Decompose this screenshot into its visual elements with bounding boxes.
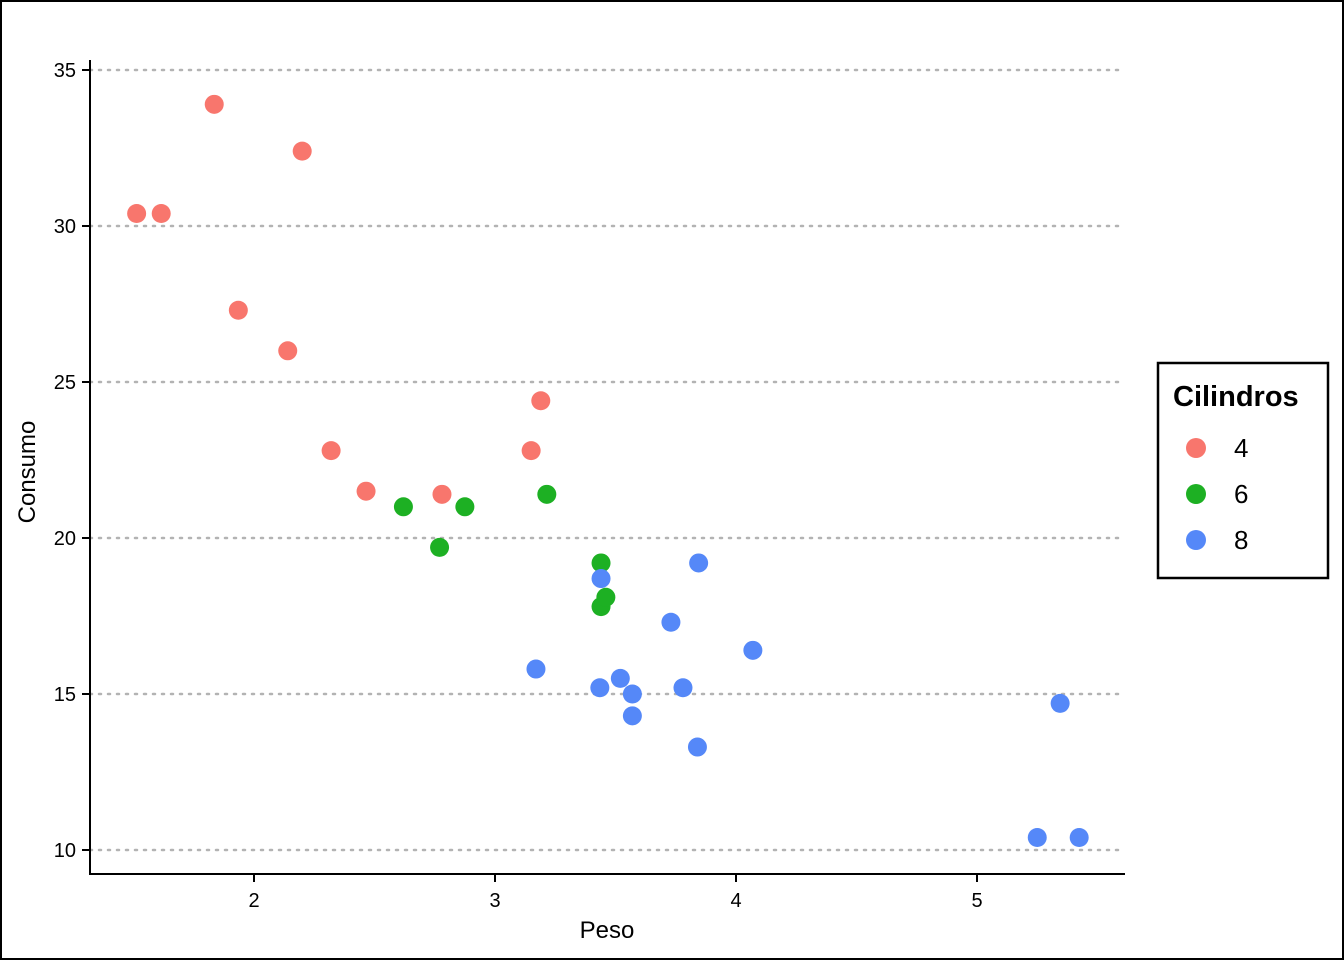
data-point-cyl-4 — [151, 204, 171, 224]
data-point-cyl-6 — [430, 537, 450, 557]
data-point-cyl-8 — [610, 668, 630, 688]
axes — [89, 60, 1125, 875]
y-tick-label: 20 — [54, 528, 76, 550]
y-tick-label: 10 — [54, 840, 76, 862]
legend-key-cyl-4 — [1186, 438, 1206, 458]
data-point-cyl-4 — [127, 204, 147, 224]
y-tick-label: 35 — [54, 60, 76, 82]
y-axis-title: Consumo — [14, 421, 41, 524]
x-tick-label: 4 — [730, 890, 741, 912]
x-tick-label: 5 — [971, 890, 982, 912]
x-axis-title: Peso — [580, 917, 635, 944]
data-point-cyl-4 — [321, 441, 341, 461]
data-point-cyl-6 — [596, 587, 616, 607]
data-point-cyl-4 — [204, 94, 224, 114]
legend-key-cyl-6 — [1186, 484, 1206, 504]
data-point-cyl-8 — [743, 640, 763, 660]
data-point-cyl-8 — [526, 659, 546, 679]
data-point-cyl-6 — [455, 497, 475, 517]
y-tick-label: 25 — [54, 372, 76, 394]
x-tick-label: 2 — [248, 890, 259, 912]
data-point-cyl-4 — [278, 341, 298, 361]
data-point-cyl-8 — [591, 569, 611, 589]
axis-ticks: 10 15 20 25 30 35 2 3 4 5 — [54, 60, 983, 912]
data-point-cyl-4 — [356, 481, 376, 501]
data-point-cyl-6 — [591, 553, 611, 573]
data-point-cyl-8 — [687, 737, 707, 757]
legend-key-cyl-8 — [1186, 530, 1206, 550]
data-point-cyl-4 — [228, 300, 248, 320]
data-point-cyl-8 — [622, 706, 642, 726]
legend-label-cyl-4: 4 — [1234, 433, 1248, 463]
data-point-cyl-6 — [393, 497, 413, 517]
data-point-cyl-8 — [673, 678, 693, 698]
y-tick-label: 15 — [54, 684, 76, 706]
data-point-cyl-8 — [689, 553, 709, 573]
data-point-cyl-4 — [432, 484, 452, 504]
data-point-cyl-8 — [1050, 693, 1070, 713]
gridlines — [88, 68, 1127, 852]
data-point-cyl-8 — [1027, 828, 1047, 848]
data-point-cyl-4 — [531, 391, 551, 411]
data-point-cyl-6 — [537, 484, 557, 504]
data-point-cyl-4 — [292, 141, 312, 161]
data-point-cyl-8 — [590, 678, 610, 698]
y-tick-label: 30 — [54, 216, 76, 238]
legend-label-cyl-6: 6 — [1234, 479, 1248, 509]
data-point-cyl-8 — [1069, 828, 1089, 848]
data-points — [127, 94, 1089, 848]
x-tick-label: 3 — [489, 890, 500, 912]
legend-items: 4 6 8 — [1186, 433, 1248, 555]
legend-label-cyl-8: 8 — [1234, 525, 1248, 555]
data-point-cyl-8 — [622, 684, 642, 704]
legend-title: Cilindros — [1173, 381, 1299, 413]
data-point-cyl-4 — [521, 441, 541, 461]
data-point-cyl-8 — [661, 612, 681, 632]
legend: Cilindros 4 6 8 — [1156, 361, 1330, 580]
